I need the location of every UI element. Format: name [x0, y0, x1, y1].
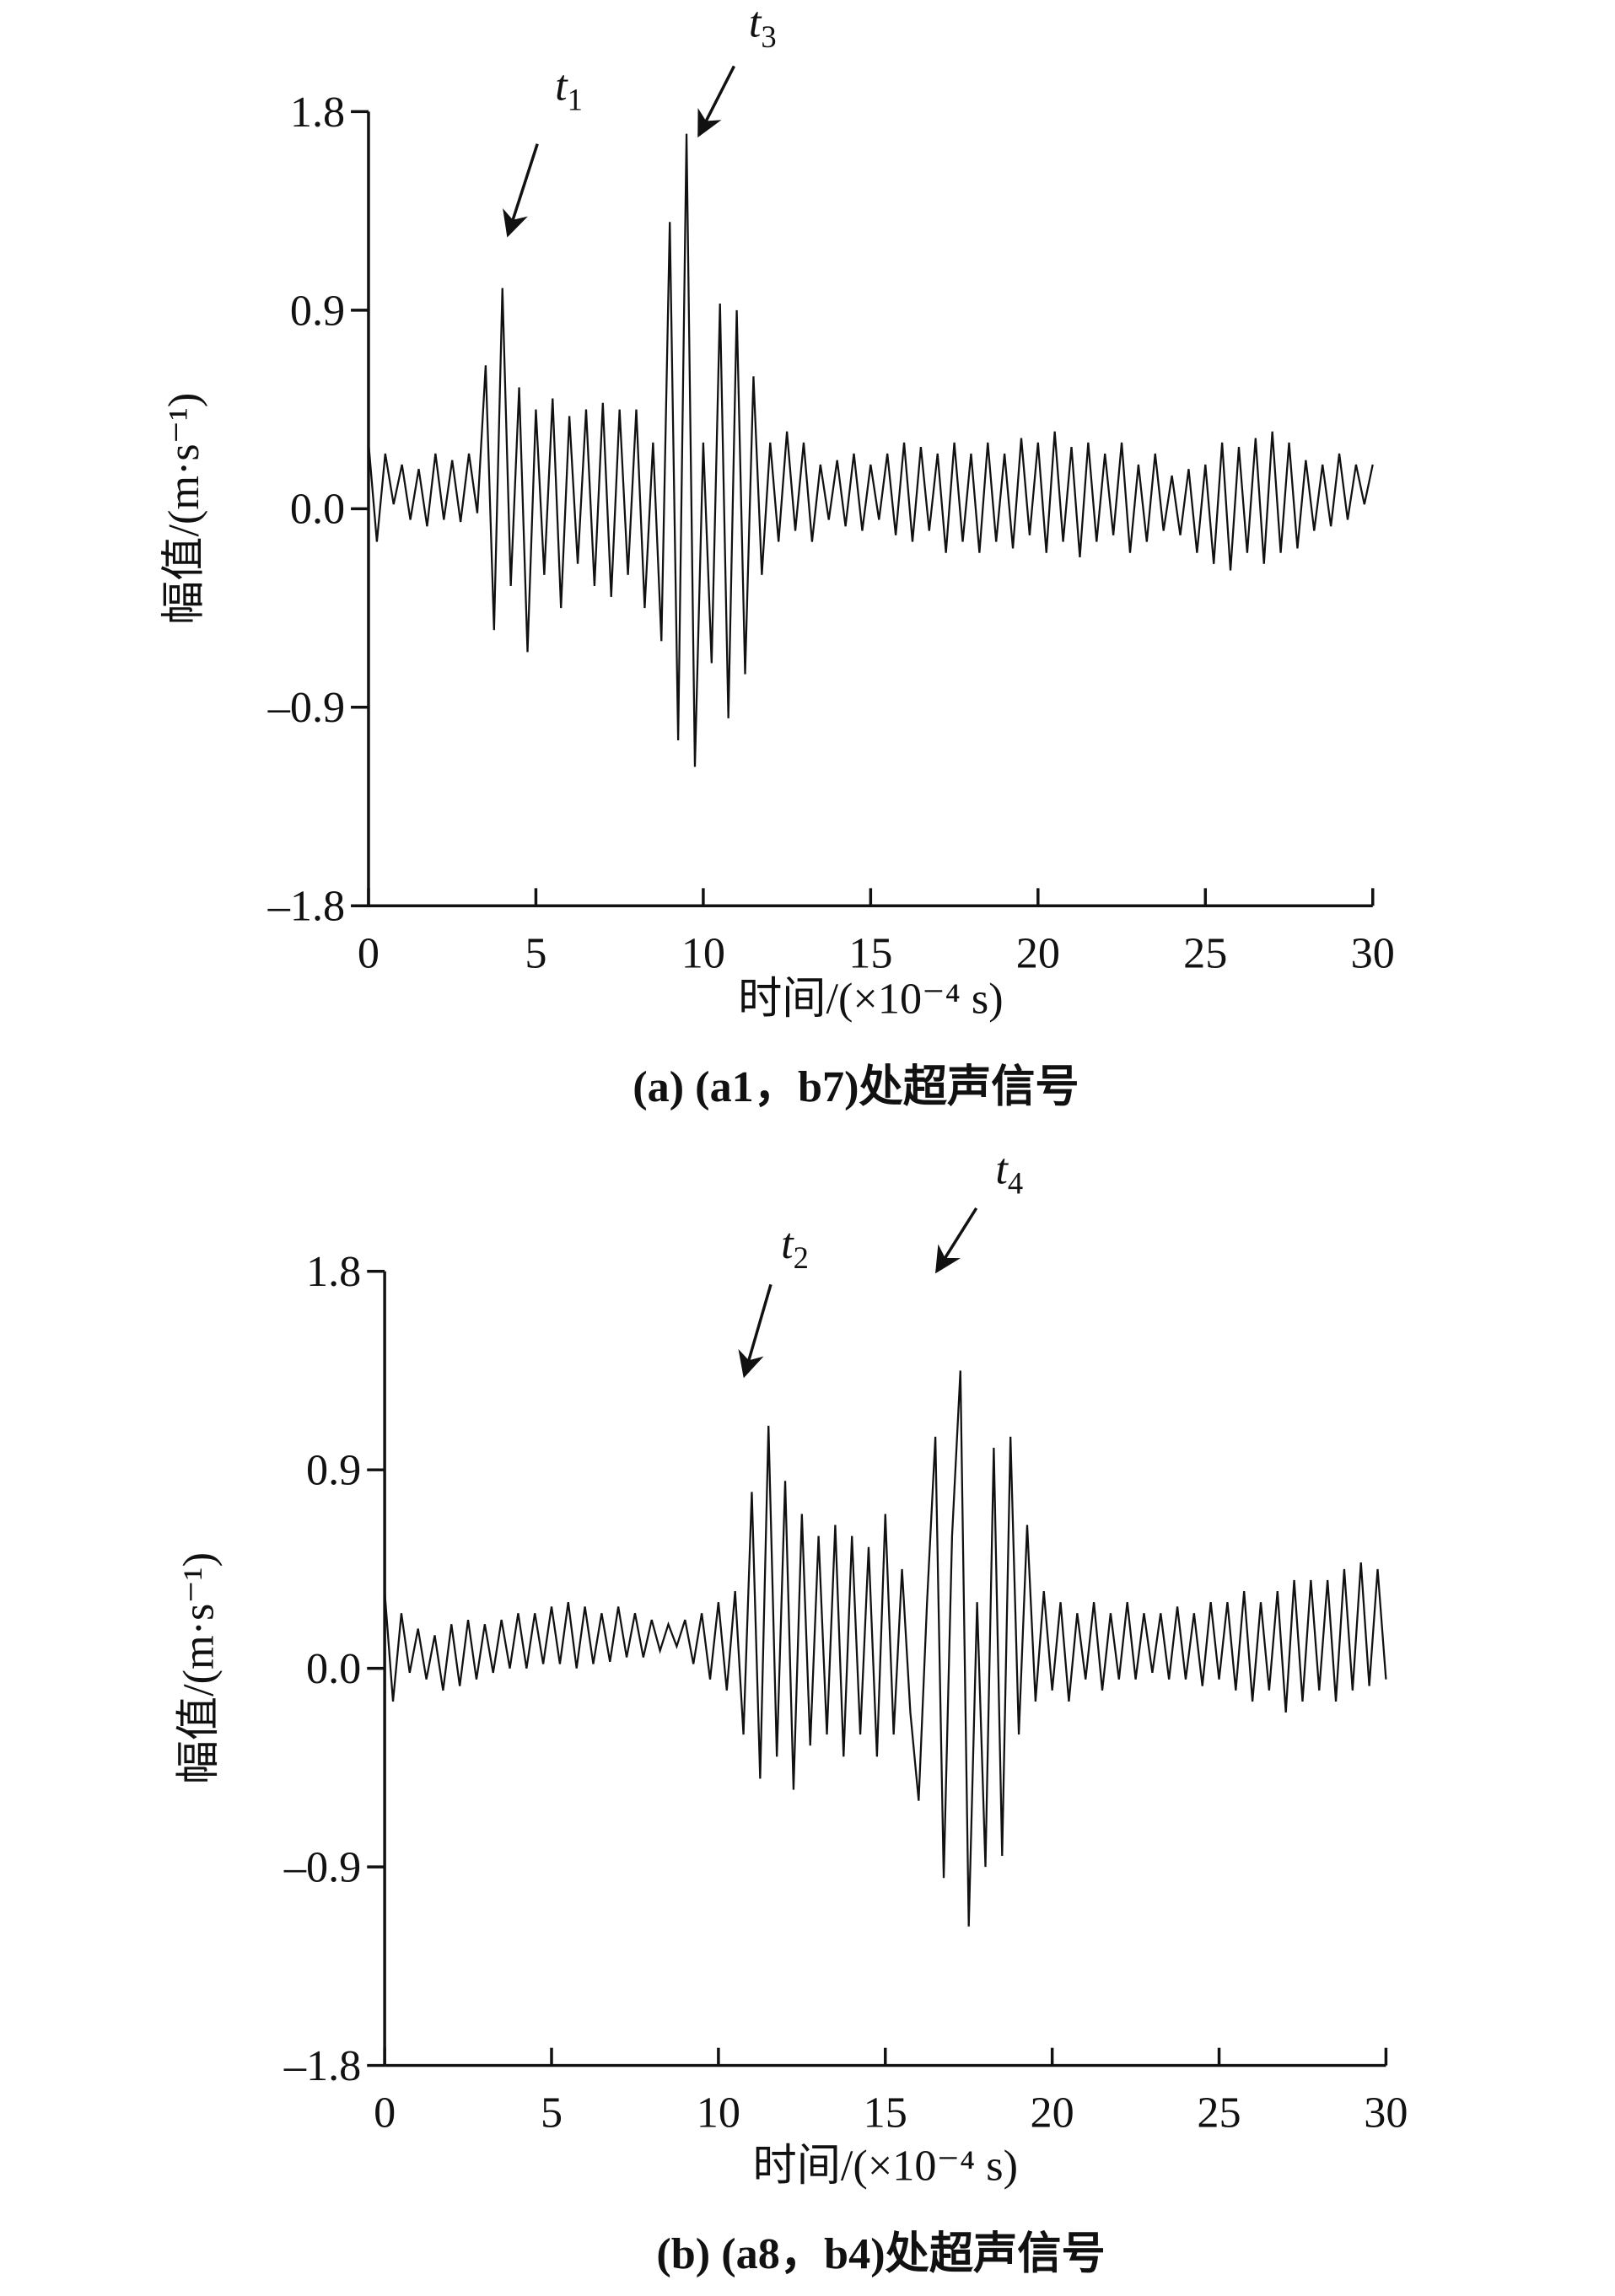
annotation: t1: [555, 61, 583, 116]
x-tick-label: 15: [848, 928, 892, 977]
chart: –1.8 –0.9 0.0 0.9 1.8 0 5 10 15 20 25 30 幅值/(m·s⁻¹) 时…: [159, 0, 1395, 1111]
y-tick-label: –1.8: [267, 882, 345, 931]
x-axis-label: 时间/(×10⁻⁴ s): [738, 974, 1004, 1023]
x-tick-label: 20: [1031, 2089, 1074, 2137]
caption: (b) (a8，b4)处超声信号: [656, 2229, 1105, 2278]
x-tick-label: 10: [697, 2089, 740, 2137]
x-tick-label: 0: [358, 928, 380, 977]
y-tick-label: 0.0: [306, 1644, 361, 1693]
x-tick-label: 5: [541, 2089, 563, 2137]
x-tick-label: 30: [1364, 2089, 1408, 2137]
x-tick-label: 5: [525, 928, 546, 977]
annotation-arrow: [697, 65, 736, 138]
x-tick-label: 10: [681, 928, 725, 977]
y-tick-label: 0.0: [290, 485, 345, 534]
annotation-text: t: [749, 0, 762, 47]
annotation-arrow: [503, 143, 539, 238]
signal-line: [367, 133, 1374, 767]
y-tick-label: 0.9: [306, 1446, 361, 1495]
y-tick-label: –0.9: [267, 683, 345, 732]
y-axis-label: 幅值/(m·s⁻¹): [159, 393, 208, 625]
y-axis-label: 幅值/(m·s⁻¹): [174, 1552, 223, 1784]
annotation: t2: [781, 1219, 809, 1275]
chart: –1.8 –0.9 0.0 0.9 1.8 0 5 10 15 20 25 30 幅值/(m·s⁻¹) 时…: [174, 1144, 1408, 2278]
y-tick-label: 1.8: [306, 1247, 361, 1296]
x-tick-label: 30: [1351, 928, 1395, 977]
annotation-text: t: [781, 1219, 794, 1268]
x-tick-label: 25: [1197, 2089, 1241, 2137]
y-tick-label: –0.9: [283, 1843, 361, 1892]
y-tick-label: 1.8: [290, 88, 345, 137]
annotation-arrow: [935, 1207, 978, 1274]
y-tick-label: 0.9: [290, 286, 345, 335]
caption: (a) (a1，b7)处超声信号: [633, 1062, 1079, 1111]
annotation: t4: [995, 1144, 1023, 1200]
x-tick-label: 20: [1016, 928, 1060, 977]
x-tick-label: 25: [1183, 928, 1227, 977]
y-tick-label: –1.8: [283, 2041, 361, 2090]
x-axis-label: 时间/(×10⁻⁴ s): [752, 2141, 1018, 2190]
annotation-sub: 4: [1008, 1165, 1023, 1200]
annotation-text: t: [555, 61, 568, 110]
x-tick-label: 15: [864, 2089, 907, 2137]
annotation-sub: 2: [794, 1240, 809, 1275]
annotation-arrow: [738, 1283, 773, 1379]
annotation: t3: [749, 0, 777, 54]
annotation-sub: 3: [761, 19, 776, 54]
x-tick-label: 0: [374, 2089, 396, 2137]
annotation-text: t: [995, 1144, 1009, 1193]
signal-line: [383, 1370, 1387, 1927]
annotation-sub: 1: [568, 83, 583, 117]
